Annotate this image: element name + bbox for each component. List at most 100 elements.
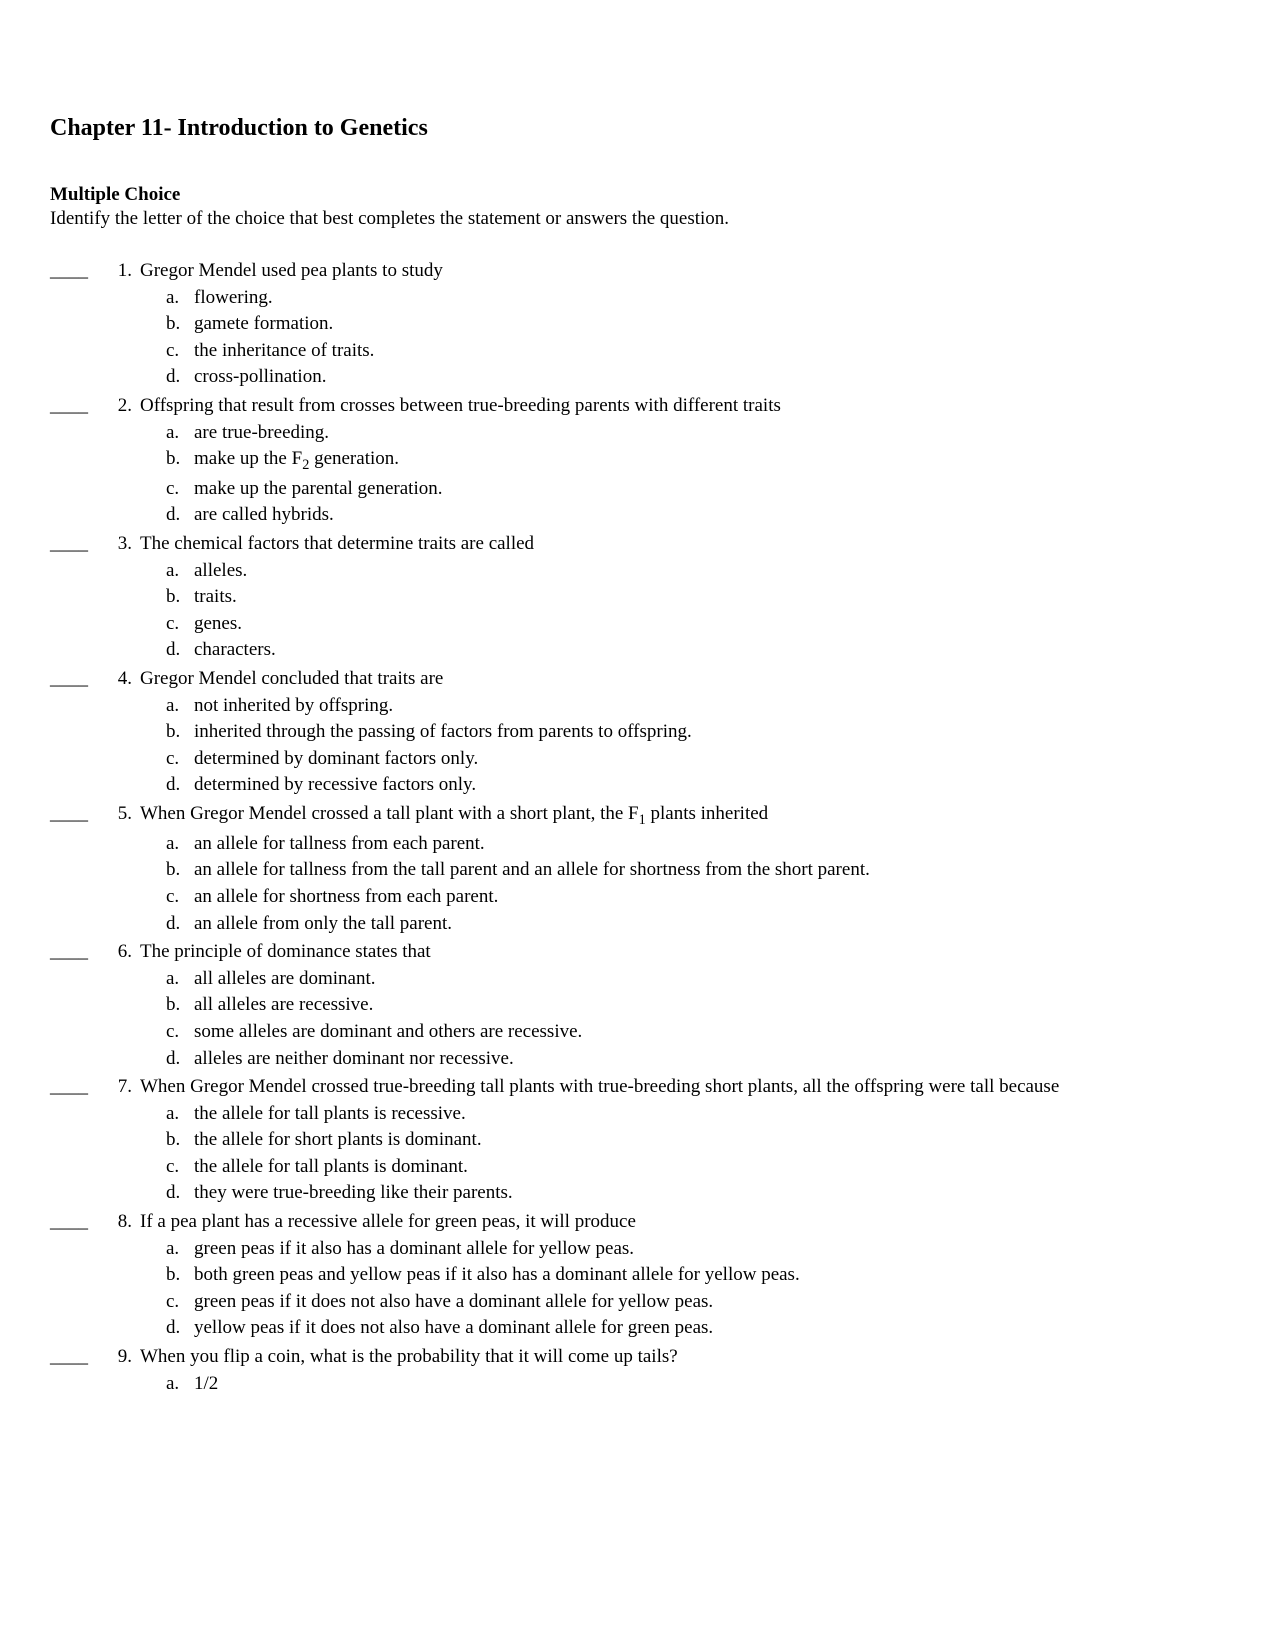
answer-blank: ____: [50, 939, 90, 1072]
question-number: 3.: [90, 531, 140, 664]
question-stem: The chemical factors that determine trai…: [140, 531, 1225, 558]
answer-blank: ____: [50, 393, 90, 529]
choice-letter: b.: [166, 857, 194, 884]
choice-row: a.flowering.: [166, 285, 1225, 312]
choice-letter: c.: [166, 611, 194, 638]
choice-letter: d.: [166, 772, 194, 799]
choices-list: a.an allele for tallness from each paren…: [140, 831, 1225, 937]
choice-text: gamete formation.: [194, 311, 1225, 338]
choice-letter: c.: [166, 1019, 194, 1046]
choice-text: an allele for tallness from the tall par…: [194, 857, 1225, 884]
choice-row: b.traits.: [166, 584, 1225, 611]
question-content: When Gregor Mendel crossed true-breeding…: [140, 1074, 1225, 1207]
choices-list: a.not inherited by offspring.b.inherited…: [140, 693, 1225, 799]
choices-list: a.flowering.b.gamete formation.c.the inh…: [140, 285, 1225, 391]
choice-text: genes.: [194, 611, 1225, 638]
choice-row: b.make up the F2 generation.: [166, 446, 1225, 476]
choice-text: alleles are neither dominant nor recessi…: [194, 1046, 1225, 1073]
choice-letter: b.: [166, 992, 194, 1019]
choice-row: d.determined by recessive factors only.: [166, 772, 1225, 799]
choice-letter: a.: [166, 558, 194, 585]
answer-blank: ____: [50, 1209, 90, 1342]
question-number: 5.: [90, 801, 140, 937]
question-number: 2.: [90, 393, 140, 529]
choice-row: c.genes.: [166, 611, 1225, 638]
choice-text: cross-pollination.: [194, 364, 1225, 391]
choice-letter: b.: [166, 446, 194, 476]
choice-row: b.both green peas and yellow peas if it …: [166, 1262, 1225, 1289]
choice-text: 1/2: [194, 1371, 1225, 1398]
choice-row: d.cross-pollination.: [166, 364, 1225, 391]
instructions-text: Identify the letter of the choice that b…: [50, 208, 1225, 230]
choice-row: c.the inheritance of traits.: [166, 338, 1225, 365]
choice-row: d.are called hybrids.: [166, 502, 1225, 529]
choice-row: d.alleles are neither dominant nor reces…: [166, 1046, 1225, 1073]
choice-letter: c.: [166, 1154, 194, 1181]
choice-letter: a.: [166, 420, 194, 447]
question-content: Offspring that result from crosses betwe…: [140, 393, 1225, 529]
question-block: ____1.Gregor Mendel used pea plants to s…: [50, 258, 1225, 391]
choice-letter: c.: [166, 746, 194, 773]
page-title: Chapter 11- Introduction to Genetics: [50, 115, 1225, 142]
choice-letter: d.: [166, 1315, 194, 1342]
choice-text: not inherited by offspring.: [194, 693, 1225, 720]
question-block: ____2.Offspring that result from crosses…: [50, 393, 1225, 529]
question-number: 4.: [90, 666, 140, 799]
choice-letter: d.: [166, 364, 194, 391]
choice-text: are called hybrids.: [194, 502, 1225, 529]
choice-letter: c.: [166, 476, 194, 503]
choice-text: yellow peas if it does not also have a d…: [194, 1315, 1225, 1342]
choice-row: d.characters.: [166, 637, 1225, 664]
choice-row: d.yellow peas if it does not also have a…: [166, 1315, 1225, 1342]
question-stem: Offspring that result from crosses betwe…: [140, 393, 1225, 420]
choice-letter: b.: [166, 719, 194, 746]
choice-text: an allele from only the tall parent.: [194, 911, 1225, 938]
choice-text: make up the parental generation.: [194, 476, 1225, 503]
section-header: Multiple Choice: [50, 184, 1225, 206]
choice-letter: a.: [166, 285, 194, 312]
question-content: Gregor Mendel concluded that traits area…: [140, 666, 1225, 799]
question-block: ____7.When Gregor Mendel crossed true-br…: [50, 1074, 1225, 1207]
choice-text: green peas if it does not also have a do…: [194, 1289, 1225, 1316]
answer-blank: ____: [50, 1074, 90, 1207]
choice-letter: a.: [166, 1371, 194, 1398]
choice-row: b.the allele for short plants is dominan…: [166, 1127, 1225, 1154]
question-content: Gregor Mendel used pea plants to studya.…: [140, 258, 1225, 391]
question-block: ____5.When Gregor Mendel crossed a tall …: [50, 801, 1225, 937]
questions-container: ____1.Gregor Mendel used pea plants to s…: [50, 258, 1225, 1397]
question-block: ____3.The chemical factors that determin…: [50, 531, 1225, 664]
choice-text: an allele for tallness from each parent.: [194, 831, 1225, 858]
choice-letter: a.: [166, 693, 194, 720]
question-block: ____6.The principle of dominance states …: [50, 939, 1225, 1072]
choice-text: the allele for short plants is dominant.: [194, 1127, 1225, 1154]
choice-text: the inheritance of traits.: [194, 338, 1225, 365]
choice-row: a.not inherited by offspring.: [166, 693, 1225, 720]
choice-row: a.1/2: [166, 1371, 1225, 1398]
question-number: 8.: [90, 1209, 140, 1342]
choice-text: make up the F2 generation.: [194, 446, 1225, 476]
choice-text: alleles.: [194, 558, 1225, 585]
choice-row: d.an allele from only the tall parent.: [166, 911, 1225, 938]
choice-text: determined by dominant factors only.: [194, 746, 1225, 773]
choices-list: a.all alleles are dominant.b.all alleles…: [140, 966, 1225, 1072]
choice-row: b.an allele for tallness from the tall p…: [166, 857, 1225, 884]
answer-blank: ____: [50, 531, 90, 664]
choice-text: both green peas and yellow peas if it al…: [194, 1262, 1225, 1289]
choice-row: b.gamete formation.: [166, 311, 1225, 338]
choice-row: c.some alleles are dominant and others a…: [166, 1019, 1225, 1046]
choice-row: c.make up the parental generation.: [166, 476, 1225, 503]
choices-list: a.the allele for tall plants is recessiv…: [140, 1101, 1225, 1207]
choice-letter: a.: [166, 1101, 194, 1128]
choice-text: the allele for tall plants is recessive.: [194, 1101, 1225, 1128]
question-block: ____9.When you flip a coin, what is the …: [50, 1344, 1225, 1397]
answer-blank: ____: [50, 258, 90, 391]
choice-letter: b.: [166, 1127, 194, 1154]
question-stem: The principle of dominance states that: [140, 939, 1225, 966]
question-stem: When you flip a coin, what is the probab…: [140, 1344, 1225, 1371]
choice-row: d.they were true-breeding like their par…: [166, 1180, 1225, 1207]
question-stem: Gregor Mendel used pea plants to study: [140, 258, 1225, 285]
choices-list: a.1/2: [140, 1371, 1225, 1398]
choice-row: c.the allele for tall plants is dominant…: [166, 1154, 1225, 1181]
choice-row: a.green peas if it also has a dominant a…: [166, 1236, 1225, 1263]
choice-row: a.an allele for tallness from each paren…: [166, 831, 1225, 858]
